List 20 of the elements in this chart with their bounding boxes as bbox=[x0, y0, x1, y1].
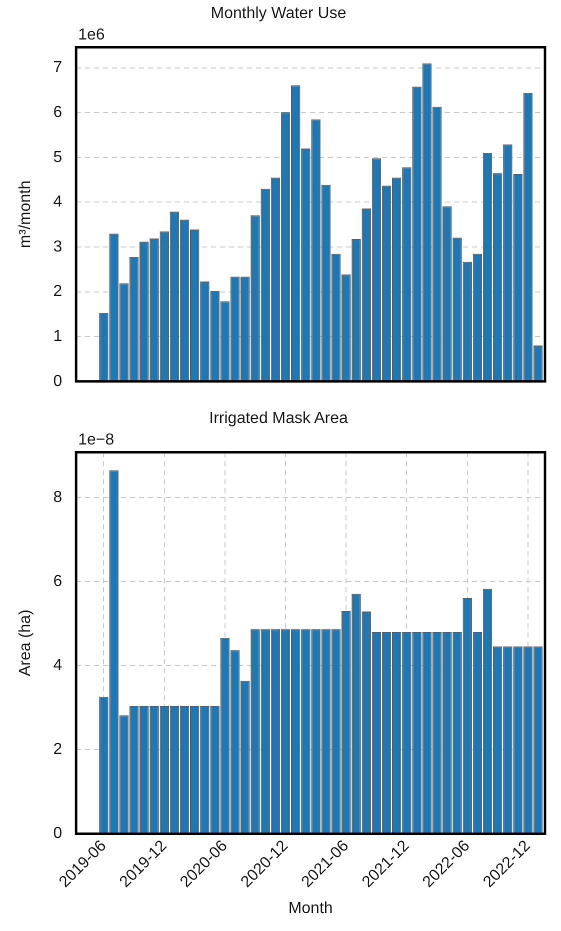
y-tick-label: 6 bbox=[53, 573, 62, 590]
text: 1e−8 bbox=[78, 432, 114, 449]
y-tick-label: 3 bbox=[53, 238, 62, 256]
y-tick-label: 7 bbox=[53, 59, 62, 76]
y-axis-title: m³/month bbox=[17, 180, 34, 248]
y-tick-label: 2 bbox=[53, 283, 62, 300]
x-axis-title: Month bbox=[288, 900, 333, 917]
y-tick-label: 0 bbox=[53, 825, 62, 842]
y-tick-label: 8 bbox=[53, 488, 62, 506]
y-tick-label: 1 bbox=[53, 328, 62, 346]
y-tick-label: 2 bbox=[53, 741, 62, 758]
chart-title: Irrigated Mask Area bbox=[209, 410, 348, 428]
y-tick-label: 6 bbox=[53, 104, 62, 122]
y-tick-label: 4 bbox=[53, 657, 62, 674]
y-tick-label: 5 bbox=[53, 148, 62, 166]
chart-title: Monthly Water Use bbox=[210, 5, 346, 22]
y-tick-label: 0 bbox=[53, 372, 62, 390]
y-axis-title: Area (ha) bbox=[17, 610, 34, 676]
y-tick-label: 4 bbox=[53, 194, 62, 211]
text: 1e6 bbox=[78, 26, 105, 44]
